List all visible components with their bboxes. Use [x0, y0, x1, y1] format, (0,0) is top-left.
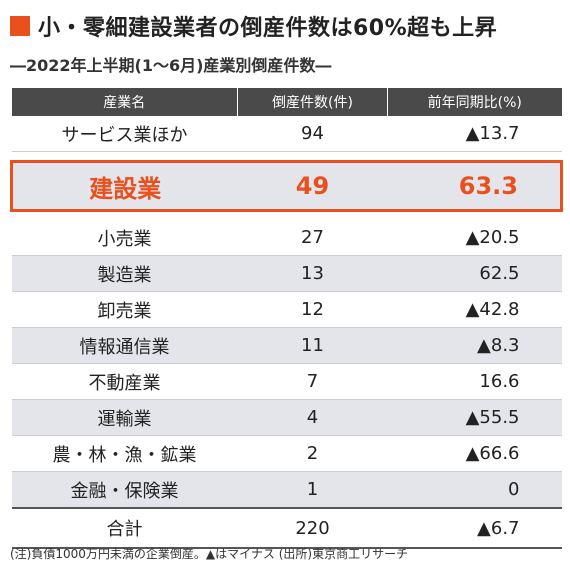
industry-name: 不動産業: [11, 363, 238, 400]
bankruptcy-count: 27: [237, 220, 388, 256]
table-row: 卸売業 12 ▲42.8: [11, 291, 562, 328]
footnote: (注)負債1000万円未満の企業倒産。▲はマイナス (出所)東京商工リサーチ: [10, 547, 409, 561]
row-spacer: [11, 151, 562, 162]
yoy-change: 62.5: [387, 255, 562, 292]
industry-name: 情報通信業: [11, 327, 238, 364]
header-industry: 産業名: [11, 88, 238, 116]
industry-name: 農・林・漁・鉱業: [11, 435, 238, 472]
bankruptcy-count: 94: [237, 116, 388, 152]
total-yoy: ▲6.7: [387, 507, 562, 549]
table-row: 不動産業 7 16.6: [11, 363, 562, 400]
yoy-change: ▲55.5: [387, 399, 562, 436]
header-count: 倒産件数(件): [237, 88, 388, 116]
bankruptcy-count: 12: [237, 291, 388, 328]
table-row: 金融・保険業 1 0: [11, 471, 562, 509]
yoy-change: ▲42.8: [387, 291, 562, 328]
industry-name: 製造業: [11, 255, 238, 292]
bankruptcy-count: 7: [237, 363, 388, 400]
table-row: 運輸業 4 ▲55.5: [11, 399, 562, 436]
title-square-icon: [10, 16, 30, 36]
page-title: 小・零細建設業者の倒産件数は60%超も上昇: [38, 16, 498, 41]
table-row: 製造業 13 62.5: [11, 255, 562, 292]
table-header-row: 産業名 倒産件数(件) 前年同期比(%): [11, 88, 562, 116]
industry-name: 運輸業: [11, 399, 238, 436]
industry-name: 小売業: [11, 220, 238, 256]
yoy-change: ▲8.3: [387, 327, 562, 364]
industry-name: サービス業ほか: [11, 116, 238, 152]
bankruptcy-count: 13: [237, 255, 388, 292]
table-row-highlighted: 建設業 49 63.3: [10, 160, 563, 212]
table-row: 農・林・漁・鉱業 2 ▲66.6: [11, 435, 562, 472]
bankruptcy-table: 産業名 倒産件数(件) 前年同期比(%) サービス業ほか 94 ▲13.7 建設…: [10, 88, 563, 549]
yoy-change: 0: [387, 471, 562, 509]
row-spacer: [11, 210, 562, 220]
bankruptcy-count: 11: [237, 327, 388, 364]
table-total-row: 合計 220 ▲6.7: [11, 507, 562, 549]
bankruptcy-count: 1: [237, 471, 388, 509]
yoy-change: 16.6: [387, 363, 562, 400]
table-row: サービス業ほか 94 ▲13.7: [11, 116, 562, 152]
yoy-change: ▲66.6: [387, 435, 562, 472]
bankruptcy-count: 49: [237, 160, 388, 212]
total-count: 220: [237, 507, 388, 549]
industry-name: 金融・保険業: [11, 471, 238, 509]
industry-name: 卸売業: [11, 291, 238, 328]
header-yoy: 前年同期比(%): [387, 88, 562, 116]
bankruptcy-count: 2: [237, 435, 388, 472]
yoy-change: 63.3: [387, 160, 563, 212]
page-subtitle: ―2022年上半期(1〜6月)産業別倒産件数―: [10, 56, 332, 75]
bankruptcy-count: 4: [237, 399, 388, 436]
table-row: 小売業 27 ▲20.5: [11, 220, 562, 256]
total-label: 合計: [11, 507, 238, 549]
table-row: 情報通信業 11 ▲8.3: [11, 327, 562, 364]
title-row: 小・零細建設業者の倒産件数は60%超も上昇: [10, 10, 497, 42]
yoy-change: ▲13.7: [387, 116, 562, 152]
industry-name: 建設業: [10, 160, 238, 212]
yoy-change: ▲20.5: [387, 220, 562, 256]
